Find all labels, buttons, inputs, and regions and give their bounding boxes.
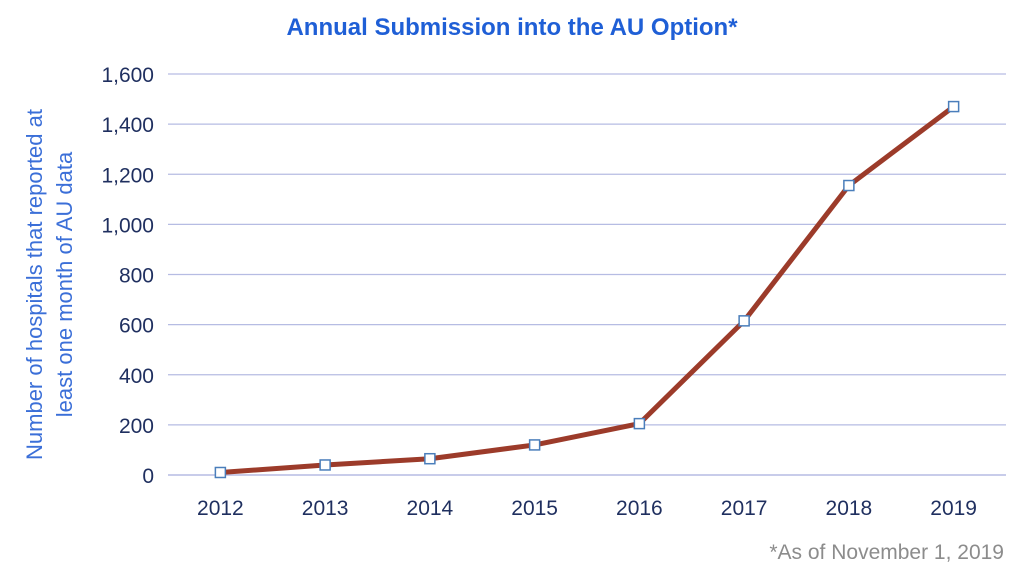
data-point-marker — [633, 417, 646, 430]
y-tick-label: 200 — [119, 415, 154, 438]
y-axis-label: least one month of AU data — [52, 151, 77, 417]
data-point-marker — [738, 315, 750, 327]
data-point-marker — [843, 179, 855, 192]
data-point-marker — [947, 100, 960, 113]
x-tick-label: 2018 — [826, 497, 873, 520]
y-tick-label: 400 — [119, 365, 154, 388]
x-tick-label: 2013 — [302, 497, 349, 520]
y-tick-label: 1,600 — [101, 64, 154, 87]
y-tick-label: 800 — [119, 265, 154, 288]
chart-title: Annual Submission into the AU Option* — [286, 14, 738, 41]
x-tick-label: 2014 — [407, 497, 454, 520]
y-tick-label: 1,400 — [101, 114, 154, 137]
x-tick-label: 2016 — [616, 497, 663, 520]
x-tick-label: 2019 — [930, 497, 977, 520]
data-point-marker — [319, 459, 331, 471]
y-tick-label: 1,200 — [101, 164, 154, 187]
data-point-marker — [424, 452, 436, 465]
x-tick-label: 2017 — [721, 497, 768, 520]
x-tick-label: 2015 — [511, 497, 558, 520]
y-axis-label: Number of hospitals that reported at — [22, 109, 47, 460]
y-tick-label: 600 — [119, 315, 154, 338]
x-tick-label: 2012 — [197, 497, 244, 520]
y-tick-label: 0 — [142, 465, 154, 488]
y-tick-label: 1,000 — [101, 214, 154, 237]
data-point-marker — [214, 466, 227, 479]
footnote: *As of November 1, 2019 — [769, 541, 1004, 564]
series-line — [217, 104, 957, 475]
data-point-marker — [528, 439, 541, 451]
